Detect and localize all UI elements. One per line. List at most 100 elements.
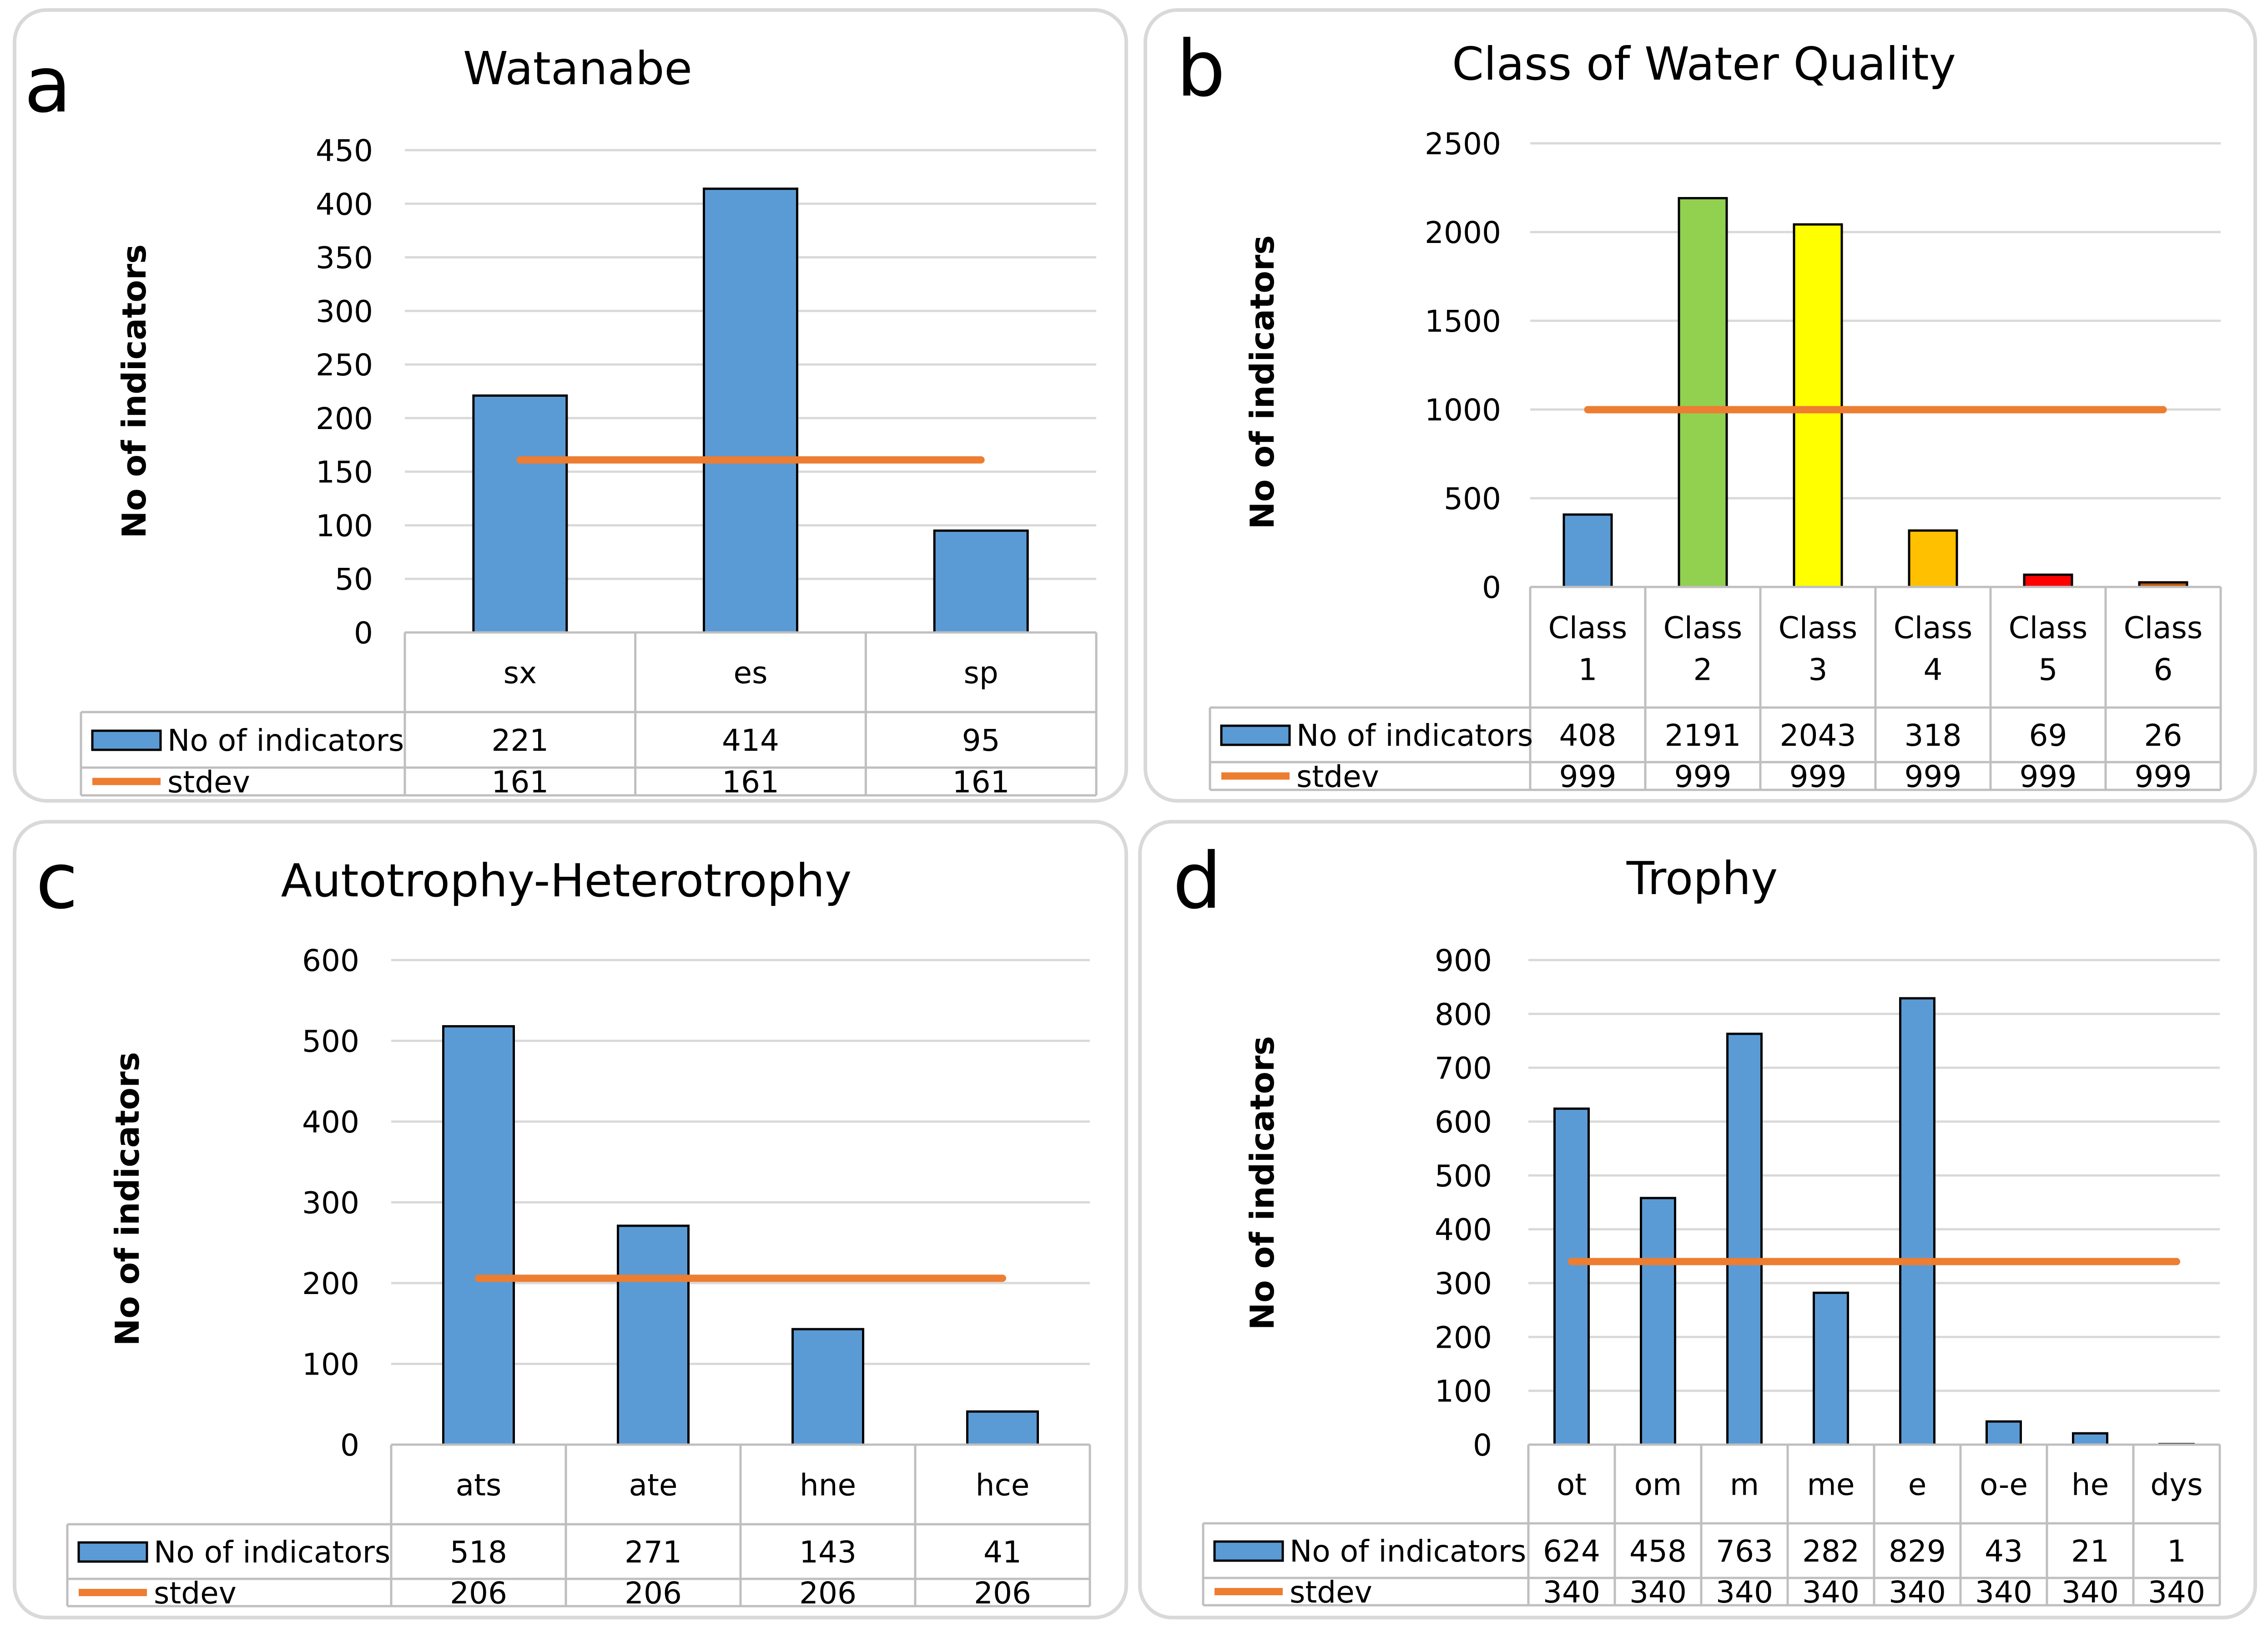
data-label: 999 (2020, 759, 2077, 794)
x-tick-label: sx (504, 656, 537, 691)
y-axis-label: No of indicators (1243, 235, 1281, 529)
data-label: 206 (625, 1576, 682, 1611)
y-tick-label: 300 (302, 1186, 359, 1221)
panel-frame (13, 820, 1128, 1619)
legend-label-line: stdev (1290, 1575, 1372, 1610)
x-tick-label: o-e (1980, 1467, 2028, 1502)
x-tick-label-line: 3 (1809, 652, 1828, 688)
x-tick-label-line: Class (1663, 611, 1743, 646)
panel-frame (13, 8, 1128, 803)
legend-label-bars: No of indicators (1296, 718, 1533, 753)
data-label: 143 (799, 1535, 857, 1570)
bar-Class 3 (1793, 223, 1843, 588)
bar-hne (791, 1328, 864, 1446)
y-tick-label: 150 (316, 455, 373, 490)
x-tick-label: hce (976, 1468, 1030, 1503)
data-label: 340 (1802, 1575, 1860, 1610)
data-label: 206 (799, 1576, 857, 1611)
panel-frame (1138, 820, 2257, 1619)
chart-title: Autotrophy-Heterotrophy (281, 854, 852, 907)
data-label: 340 (1543, 1575, 1600, 1610)
y-axis-label: No of indicators (115, 244, 153, 538)
y-axis-label: No of indicators (108, 1052, 146, 1346)
data-label: 340 (1629, 1575, 1687, 1610)
y-tick-label: 600 (302, 943, 359, 978)
x-tick-label: sp (964, 656, 998, 691)
x-tick-label: Class 6 (2124, 611, 2203, 688)
data-label: 999 (1559, 759, 1617, 794)
data-label: 999 (1905, 759, 1962, 794)
bar-Class 2 (1678, 197, 1728, 588)
y-tick-label: 0 (1473, 1428, 1492, 1463)
bar-Class 4 (1908, 529, 1958, 588)
x-tick-label-line: 6 (2154, 652, 2173, 688)
x-tick-label: Class 5 (2009, 611, 2088, 688)
data-label: 221 (491, 723, 549, 758)
y-tick-label: 0 (354, 616, 373, 651)
x-tick-label-line: 1 (1578, 652, 1598, 688)
x-tick-label: ate (629, 1468, 678, 1503)
data-label: 318 (1905, 718, 1962, 753)
data-label: 206 (974, 1576, 1031, 1611)
y-tick-label: 500 (302, 1024, 359, 1059)
y-tick-label: 800 (1435, 997, 1492, 1032)
legend-label-bars: No of indicators (167, 723, 404, 758)
x-tick-label: dys (2150, 1467, 2202, 1502)
data-label: 340 (1975, 1575, 2032, 1610)
bar-me (1813, 1291, 1849, 1446)
y-tick-label: 600 (1435, 1105, 1492, 1140)
data-label: 340 (2061, 1575, 2119, 1610)
y-tick-label: 300 (316, 294, 373, 329)
bar-Class 1 (1562, 513, 1613, 588)
y-tick-label: 900 (1435, 943, 1492, 978)
bar-ot (1553, 1107, 1590, 1446)
y-tick-label: 100 (1435, 1374, 1492, 1409)
data-label: 206 (450, 1576, 507, 1611)
x-tick-label-line: Class (1894, 611, 1973, 646)
bar-om (1640, 1197, 1676, 1446)
bar-o-e (1986, 1420, 2022, 1446)
data-label: 26 (2144, 718, 2182, 753)
chart-panel-a: a Watanabe No of indicators 0 50 100 150 200 250… (13, 8, 1128, 803)
data-label: 624 (1543, 1534, 1600, 1569)
data-label: 21 (2071, 1534, 2109, 1569)
bar-sp (933, 529, 1029, 634)
data-label: 161 (722, 765, 779, 800)
x-tick-label-line: 5 (2039, 652, 2058, 688)
bar-Class 5 (2023, 573, 2073, 588)
x-tick-label-line: Class (2124, 611, 2203, 646)
chart-title: Class of Water Quality (1452, 37, 1956, 91)
legend-label-bars: No of indicators (154, 1535, 390, 1570)
chart-panel-c: c Autotrophy-Heterotrophy No of indicators… (13, 820, 1128, 1619)
y-tick-label: 700 (1435, 1051, 1492, 1086)
data-label: 999 (1674, 759, 1732, 794)
y-tick-label: 200 (1435, 1320, 1492, 1355)
legend-label-bars: No of indicators (1290, 1534, 1526, 1569)
x-tick-label: m (1730, 1467, 1759, 1502)
legend-key-bar (77, 1541, 148, 1563)
x-tick-label: me (1807, 1467, 1855, 1502)
data-label: 999 (2135, 759, 2192, 794)
y-tick-label: 1500 (1425, 304, 1501, 339)
x-tick-label: Class 4 (1894, 611, 1973, 688)
y-axis-label: No of indicators (1243, 1036, 1281, 1330)
data-label: 282 (1802, 1534, 1860, 1569)
y-tick-label: 200 (302, 1266, 359, 1301)
data-label: 518 (450, 1535, 507, 1570)
y-tick-label: 0 (340, 1428, 359, 1463)
bar-he (2072, 1432, 2108, 1446)
y-tick-label: 100 (316, 508, 373, 543)
data-label: 340 (2148, 1575, 2205, 1610)
legend-label-line: stdev (154, 1576, 237, 1611)
y-tick-label: 400 (316, 187, 373, 222)
x-tick-label: ats (456, 1468, 502, 1503)
x-tick-label: es (734, 656, 768, 691)
x-tick-label: Class 2 (1663, 611, 1743, 688)
y-tick-label: 500 (1444, 481, 1501, 516)
data-label: 1 (2167, 1534, 2186, 1569)
data-label: 408 (1559, 718, 1617, 753)
data-label: 829 (1889, 1534, 1946, 1569)
bar-es (703, 187, 798, 634)
